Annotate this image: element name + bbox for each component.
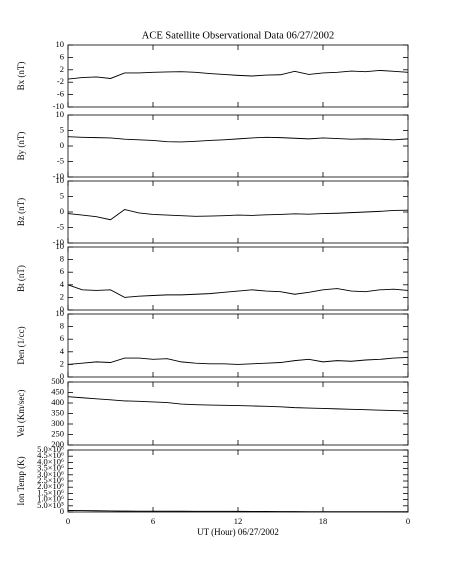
data-line xyxy=(67,510,409,513)
y-tick-label: 6 xyxy=(60,266,64,276)
y-tick-label: -6 xyxy=(57,89,64,99)
y-tick-label: 200 xyxy=(51,439,64,449)
plot-frame xyxy=(67,246,409,311)
y-tick-label: 8 xyxy=(60,321,64,331)
y-tick-label: 2 xyxy=(60,64,64,74)
y-tick-label: 2 xyxy=(60,358,64,368)
y-tick-label: 250 xyxy=(51,428,64,438)
x-tick-label: 0 xyxy=(66,516,70,526)
y-tick-label: 0 xyxy=(60,304,64,314)
y-tick-label: 3.0×10⁶ xyxy=(37,469,64,479)
data-line xyxy=(67,357,409,365)
y-tick-label: 2.5×10⁶ xyxy=(37,475,64,485)
y-tick-label: 1.5×10⁶ xyxy=(37,487,64,497)
x-axis-label: UT (Hour) 06/27/2002 xyxy=(197,527,279,537)
y-tick-label: 0 xyxy=(60,206,64,216)
y-axis-label: Den (1/cc) xyxy=(16,326,26,364)
y-tick-label: 0 xyxy=(60,506,64,516)
y-tick-label: 2.0×10⁶ xyxy=(37,481,64,491)
y-tick-label: 0 xyxy=(60,371,64,381)
data-line xyxy=(67,396,409,412)
x-tick-label: 18 xyxy=(319,516,328,526)
data-line xyxy=(67,209,409,221)
y-tick-label: 4 xyxy=(60,346,65,356)
data-line xyxy=(67,284,409,298)
y-axis-label: Vel (Km/sec) xyxy=(16,390,26,438)
y-tick-label: 5.0×10⁵ xyxy=(37,500,64,510)
y-axis-label: Bz (nT) xyxy=(16,198,26,226)
y-tick-label: 6 xyxy=(60,51,64,61)
y-tick-label: 0 xyxy=(60,140,64,150)
y-tick-label: 4 xyxy=(60,279,65,289)
y-tick-label: 5 xyxy=(60,124,64,134)
plot-frame xyxy=(67,114,409,178)
y-tick-label: 5.0×10⁶ xyxy=(37,444,64,454)
y-tick-label: 2 xyxy=(60,291,64,301)
y-tick-label: -10 xyxy=(53,237,64,247)
y-tick-label: -5 xyxy=(57,221,64,231)
y-axis-label: Bt (nT) xyxy=(16,265,26,292)
plot-frame xyxy=(67,313,409,378)
y-tick-label: 10 xyxy=(56,39,65,49)
y-axis-label: Ion Temp (K) xyxy=(16,456,26,505)
y-axis-label: By (nT) xyxy=(16,132,26,161)
y-tick-label: 10 xyxy=(56,109,65,119)
y-tick-label: -5 xyxy=(57,155,64,165)
y-tick-label: 4.5×10⁶ xyxy=(37,450,64,460)
y-tick-label: -10 xyxy=(53,101,64,111)
y-tick-label: 350 xyxy=(51,407,64,417)
plot-frame xyxy=(67,381,409,446)
x-tick-label: 6 xyxy=(151,516,155,526)
y-tick-label: 300 xyxy=(51,418,64,428)
y-tick-label: 3.5×10⁶ xyxy=(37,463,64,473)
y-tick-label: -10 xyxy=(53,171,64,181)
y-tick-label: -2 xyxy=(57,76,64,86)
y-tick-label: 10 xyxy=(56,175,65,185)
x-tick-label: 12 xyxy=(234,516,243,526)
y-tick-label: 6 xyxy=(60,333,64,343)
plot-frame xyxy=(67,449,409,513)
y-tick-label: 1.0×10⁶ xyxy=(37,494,64,504)
y-tick-label: 450 xyxy=(51,386,64,396)
y-tick-label: 500 xyxy=(51,376,64,386)
y-tick-label: 8 xyxy=(60,254,64,264)
data-line xyxy=(67,69,409,80)
chart-title: ACE Satellite Observational Data 06/27/2… xyxy=(142,30,334,41)
y-tick-label: 4.0×10⁶ xyxy=(37,456,64,466)
y-tick-label: 10 xyxy=(56,241,65,251)
y-axis-label: Bx (nT) xyxy=(16,62,26,91)
data-line xyxy=(67,136,409,143)
y-tick-label: 10 xyxy=(56,308,65,318)
y-tick-label: 400 xyxy=(51,397,64,407)
y-tick-label: 5 xyxy=(60,190,64,200)
x-tick-label: 0 xyxy=(406,516,410,526)
plot-frame xyxy=(67,44,409,108)
